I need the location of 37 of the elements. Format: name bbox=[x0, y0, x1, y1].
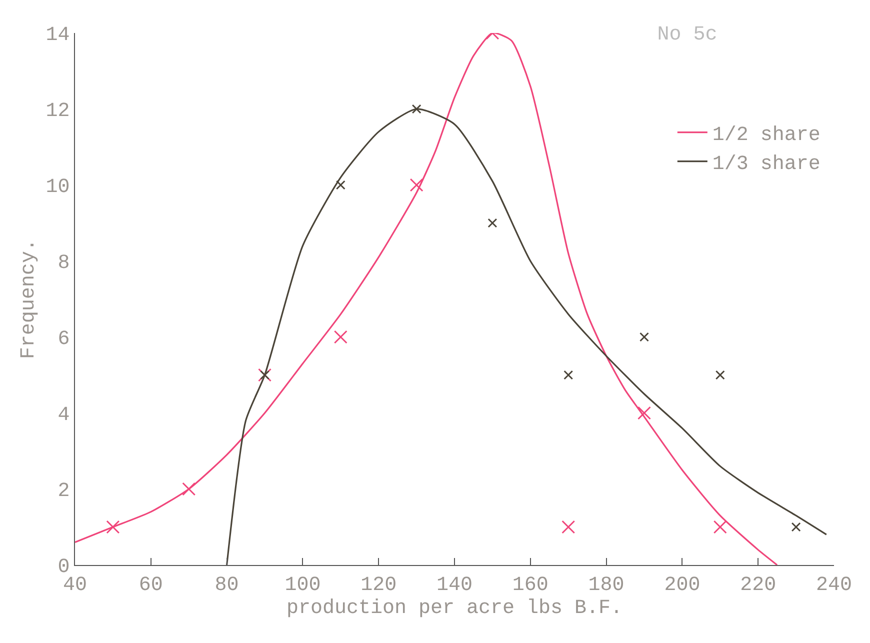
x-tick-label: 80 bbox=[214, 574, 239, 598]
point bbox=[336, 180, 346, 190]
x-tick-label: 100 bbox=[284, 574, 321, 598]
legend-label: 1/2 share bbox=[712, 124, 820, 148]
x-tick-label: 60 bbox=[138, 574, 163, 598]
line-series bbox=[226, 108, 828, 565]
point bbox=[638, 406, 651, 420]
x-tick-label: 140 bbox=[436, 574, 473, 598]
x-tick-label: 160 bbox=[512, 574, 548, 598]
point bbox=[791, 522, 801, 532]
point bbox=[410, 178, 424, 192]
point bbox=[488, 218, 498, 228]
point bbox=[564, 370, 574, 380]
point bbox=[106, 520, 120, 534]
legend-label: 1/3 share bbox=[712, 153, 820, 176]
x-tick-label: 220 bbox=[740, 574, 776, 598]
y-tick-label: 6 bbox=[58, 328, 70, 351]
y-tick-label: 14 bbox=[46, 24, 70, 47]
point bbox=[412, 104, 422, 114]
x-tick-label: 120 bbox=[360, 574, 397, 598]
y-tick-label: 2 bbox=[58, 480, 70, 503]
y-tick-label: 8 bbox=[58, 252, 70, 275]
point bbox=[715, 370, 725, 380]
x-axis-title: production per acre lbs B.F. bbox=[286, 597, 623, 620]
point bbox=[713, 520, 727, 534]
y-tick-label: 12 bbox=[46, 100, 70, 123]
y-tick-label: 10 bbox=[46, 176, 70, 199]
point bbox=[640, 332, 649, 342]
y-axis-title: Frequency. bbox=[17, 238, 40, 360]
y-tick-label: 4 bbox=[58, 404, 70, 427]
x-tick-label: 200 bbox=[664, 574, 700, 598]
chart-title: No 5c bbox=[657, 24, 718, 47]
x-tick-label: 180 bbox=[588, 574, 624, 598]
x-tick-label: 240 bbox=[816, 574, 852, 598]
point bbox=[334, 330, 348, 344]
point bbox=[562, 520, 576, 534]
point bbox=[182, 482, 196, 496]
